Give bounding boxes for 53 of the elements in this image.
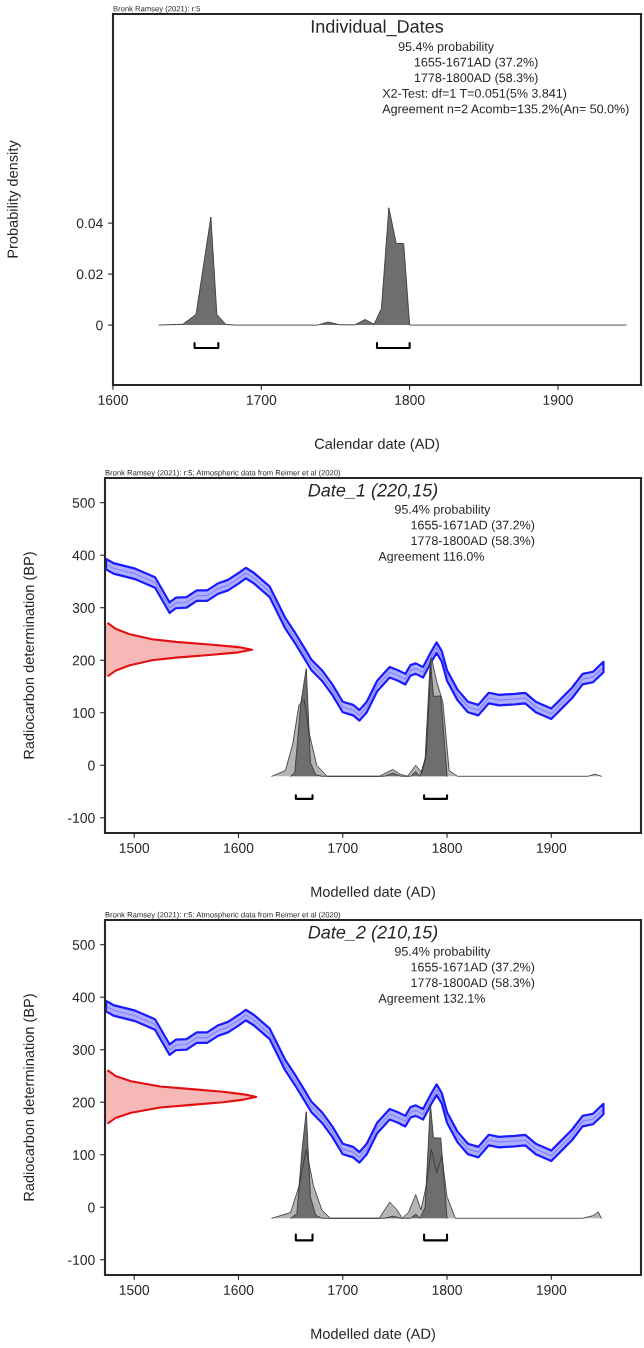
- x-tick-label: 1900: [536, 843, 567, 853]
- x-axis-title: Calendar date (AD): [314, 438, 439, 452]
- x-tick-label: 1700: [246, 395, 277, 405]
- y-tick-label: 0.04: [76, 218, 103, 229]
- annotation: 1778-1800AD (58.3%): [411, 535, 535, 548]
- x-tick-label: 1900: [543, 395, 573, 405]
- y-tick-label: 200: [72, 1097, 95, 1108]
- annotation: Agreement n=2 Acomb=135.2%(An= 50.0%): [382, 104, 629, 116]
- annotation: Agreement 132.1%: [378, 993, 485, 1006]
- y-tick-label: 400: [72, 992, 95, 1003]
- y-tick-label: 500: [72, 940, 95, 950]
- chart-title: Date_1 (220,15): [308, 483, 438, 501]
- x-tick-label: 1600: [224, 1285, 254, 1295]
- annotation: 95.4% probability: [398, 41, 494, 54]
- annotation: 1655-1671AD (37.2%): [411, 962, 535, 974]
- annotation: 95.4% probability: [395, 504, 491, 517]
- y-tick-label: 100: [73, 708, 95, 718]
- y-tick-label: 0: [88, 1202, 95, 1213]
- y-tick-label: 300: [72, 603, 95, 613]
- x-axis-title: Modelled date (AD): [311, 1328, 435, 1342]
- x-tick-label: 1700: [328, 843, 358, 853]
- y-tick-label: 200: [72, 655, 95, 666]
- x-tick-label: 1800: [432, 843, 462, 853]
- y-axis-title: Radiocarbon determination (BP): [23, 994, 37, 1201]
- annotation: 95.4% probability: [395, 946, 491, 959]
- y-tick-label: 400: [72, 550, 95, 561]
- x-tick-label: 1900: [536, 1285, 567, 1295]
- x-tick-label: 1800: [395, 395, 425, 405]
- y-tick-label: 500: [72, 498, 95, 508]
- y-tick-label: 0.02: [76, 269, 103, 280]
- y-tick-label: 300: [72, 1045, 95, 1055]
- chart-title: Individual_Dates: [311, 19, 444, 37]
- annotation: Agreement 116.0%: [378, 551, 485, 564]
- x-tick-label: 1500: [119, 843, 150, 853]
- annotation: 1778-1800AD (58.3%): [411, 977, 535, 990]
- annotation: 1655-1671AD (37.2%): [411, 520, 535, 532]
- y-tick-label: 0: [96, 320, 103, 331]
- x-tick-label: 1600: [98, 395, 128, 405]
- annotation: 1778-1800AD (58.3%): [414, 72, 538, 85]
- x-tick-label: 1700: [328, 1285, 358, 1295]
- y-tick-label: 0: [88, 760, 95, 771]
- x-tick-label: 1800: [432, 1285, 462, 1295]
- y-tick-label: -100: [68, 813, 95, 823]
- x-axis-title: Modelled date (AD): [311, 886, 435, 900]
- x-tick-label: 1500: [119, 1285, 150, 1295]
- annotation: 1655-1671AD (37.2%): [414, 57, 538, 70]
- y-tick-label: -100: [68, 1255, 95, 1265]
- chart-title: Date_2 (210,15): [308, 925, 438, 943]
- y-tick-label: 100: [73, 1150, 95, 1160]
- y-axis-title: Probability density: [7, 140, 21, 258]
- x-tick-label: 1600: [224, 843, 254, 853]
- y-axis-title: Radiocarbon determination (BP): [23, 552, 37, 759]
- annotation: X2-Test: df=1 T=0.051(5% 3.841): [382, 88, 567, 101]
